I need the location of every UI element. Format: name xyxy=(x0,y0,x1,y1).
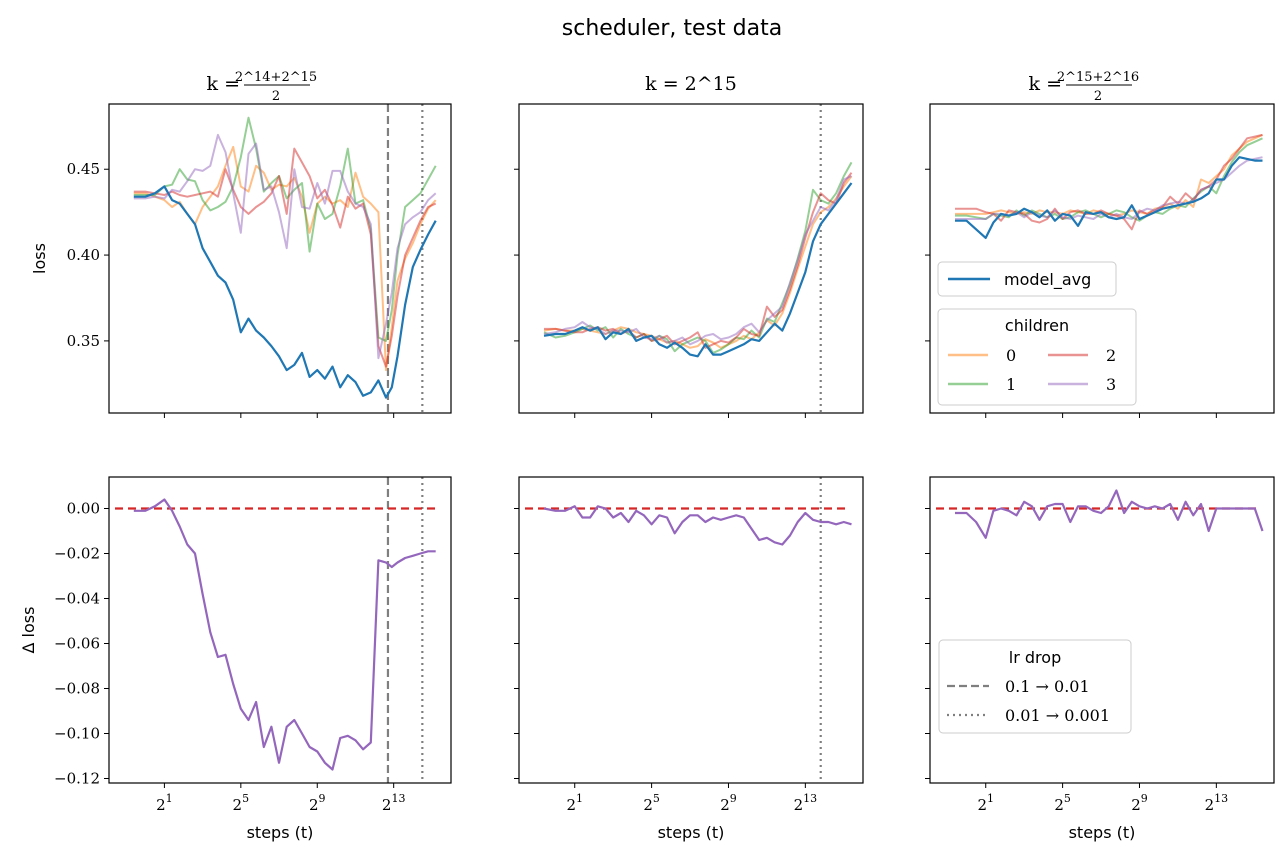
series-line-delta xyxy=(955,489,1264,539)
svg-text:k =: k = xyxy=(1029,73,1062,95)
figure-title: scheduler, test data xyxy=(562,16,782,41)
x-tick-label: 29 xyxy=(1131,792,1148,814)
x-tick-label: 213 xyxy=(382,792,406,814)
series-line-2 xyxy=(544,172,853,349)
axes-frame xyxy=(108,476,452,784)
panel-4: −0.12 −0.10 −0.08 −0.06 −0.04 −0.02 0.00 21 25 29… xyxy=(19,476,452,842)
svg-text:k = 2^15: k = 2^15 xyxy=(645,73,737,95)
y-tick-label: −0.04 xyxy=(54,590,100,608)
series-line-delta xyxy=(133,498,436,771)
x-axis-label: steps (t) xyxy=(247,823,314,842)
series-line-3 xyxy=(133,133,437,360)
y-tick-label: −0.10 xyxy=(54,725,100,743)
x-tick-label: 21 xyxy=(566,792,583,814)
series-line-delta xyxy=(543,505,852,546)
panel-title: k =2^15+2^16 2 xyxy=(1029,70,1140,104)
legend-title: children xyxy=(1005,316,1069,335)
legend-label: 2 xyxy=(1106,346,1116,365)
panel-5: 21 25 29 213 steps (t) xyxy=(514,476,864,842)
x-tick-label: 25 xyxy=(643,792,660,814)
panel-3: k =2^15+2^16 2 model_avg children 0 1 2 3 xyxy=(925,70,1275,418)
series-line-2 xyxy=(133,147,437,368)
y-axis-label: Δ loss xyxy=(19,607,38,654)
legend-model-avg: model_avg xyxy=(937,261,1117,297)
legend-label: model_avg xyxy=(1004,270,1091,290)
x-tick-label: 213 xyxy=(794,792,818,814)
y-tick-label: 0.40 xyxy=(67,246,100,264)
x-tick-label: 25 xyxy=(1054,792,1071,814)
y-tick-label: −0.08 xyxy=(54,680,100,698)
legend-children: children 0 1 2 3 xyxy=(937,308,1137,406)
y-tick-label: −0.02 xyxy=(54,545,100,563)
svg-text:2: 2 xyxy=(272,89,280,104)
axes-frame xyxy=(518,476,864,784)
y-tick-label: −0.06 xyxy=(54,635,100,653)
series-line-model_avg xyxy=(133,185,437,399)
svg-text:k =: k = xyxy=(207,73,240,95)
svg-text:2^15+2^16: 2^15+2^16 xyxy=(1057,70,1139,85)
x-axis-label: steps (t) xyxy=(658,823,725,842)
y-tick-label: 0.45 xyxy=(67,160,100,178)
panel-6: 21 25 29 213 steps (t) lr drop 0.1 → 0.01 0.01 … xyxy=(925,476,1275,842)
x-tick-label: 29 xyxy=(309,792,326,814)
series-line-model_avg xyxy=(955,156,1263,239)
svg-text:2: 2 xyxy=(1094,89,1102,104)
panel-1: 0.35 0.40 0.45 loss k =2^14+2^15 2 xyxy=(30,70,452,418)
y-axis-label: loss xyxy=(30,243,49,274)
y-tick-label: 0.00 xyxy=(67,500,100,518)
legend-label: 1 xyxy=(1006,375,1016,394)
x-tick-label: 25 xyxy=(233,792,250,814)
axes-frame xyxy=(108,103,452,414)
series-line-model_avg xyxy=(543,182,853,358)
legend-lr-drop: lr drop 0.1 → 0.01 0.01 → 0.001 xyxy=(938,639,1132,734)
x-tick-label: 21 xyxy=(977,792,994,814)
panel-title: k = 2^15 xyxy=(645,73,737,95)
y-tick-label: 0.35 xyxy=(67,332,100,350)
x-tick-label: 213 xyxy=(1205,792,1229,814)
series-line-1 xyxy=(133,116,437,342)
legend-label: 0.01 → 0.001 xyxy=(1005,706,1110,725)
legend-title: lr drop xyxy=(1009,648,1061,667)
x-tick-label: 29 xyxy=(720,792,737,814)
legend-label: 0 xyxy=(1006,346,1016,365)
x-axis-label: steps (t) xyxy=(1069,823,1136,842)
y-tick-label: −0.12 xyxy=(54,770,100,788)
axes-frame xyxy=(518,103,864,414)
axes-frame xyxy=(929,103,1275,414)
x-tick-label: 21 xyxy=(156,792,173,814)
legend-label: 0.1 → 0.01 xyxy=(1005,677,1090,696)
svg-text:2^14+2^15: 2^14+2^15 xyxy=(235,70,317,85)
panel-2: k = 2^15 xyxy=(514,73,864,418)
axes-frame xyxy=(929,476,1275,784)
legend-label: 3 xyxy=(1106,375,1116,394)
panel-title: k =2^14+2^15 2 xyxy=(207,70,318,104)
